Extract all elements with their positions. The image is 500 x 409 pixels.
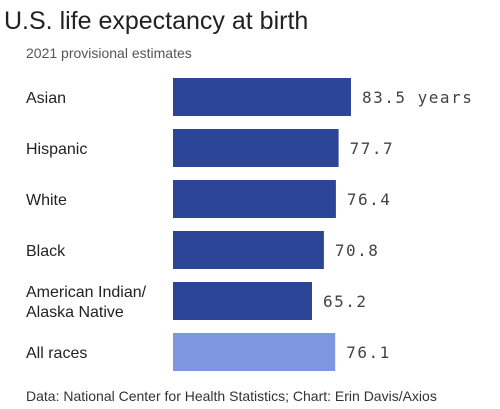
- bar-black: [173, 231, 324, 269]
- bar-white: [173, 180, 336, 218]
- chart-subtitle: 2021 provisional estimates: [26, 45, 192, 61]
- category-label-american-indian-alaska-native: American Indian/Alaska Native: [26, 284, 147, 321]
- bar-hispanic: [173, 129, 339, 167]
- bar-asian: [173, 78, 351, 116]
- value-label-white: 76.4: [347, 190, 392, 209]
- value-label-american-indian-alaska-native: 65.2: [323, 292, 368, 311]
- bar-american-indian-alaska-native: [173, 282, 312, 320]
- source-note: Data: National Center for Health Statist…: [26, 388, 437, 404]
- value-label-black: 70.8: [335, 241, 380, 260]
- value-label-asian: 83.5 years: [362, 88, 473, 107]
- value-label-all-races: 76.1: [346, 343, 391, 362]
- category-label-all-races: All races: [26, 345, 87, 362]
- category-label-hispanic: Hispanic: [26, 141, 87, 158]
- category-label-asian: Asian: [26, 90, 66, 107]
- category-label-white: White: [26, 192, 67, 209]
- value-label-hispanic: 77.7: [350, 139, 395, 158]
- category-label-black: Black: [26, 243, 66, 260]
- chart-title: U.S. life expectancy at birth: [4, 7, 309, 35]
- bar-all-races: [173, 333, 336, 371]
